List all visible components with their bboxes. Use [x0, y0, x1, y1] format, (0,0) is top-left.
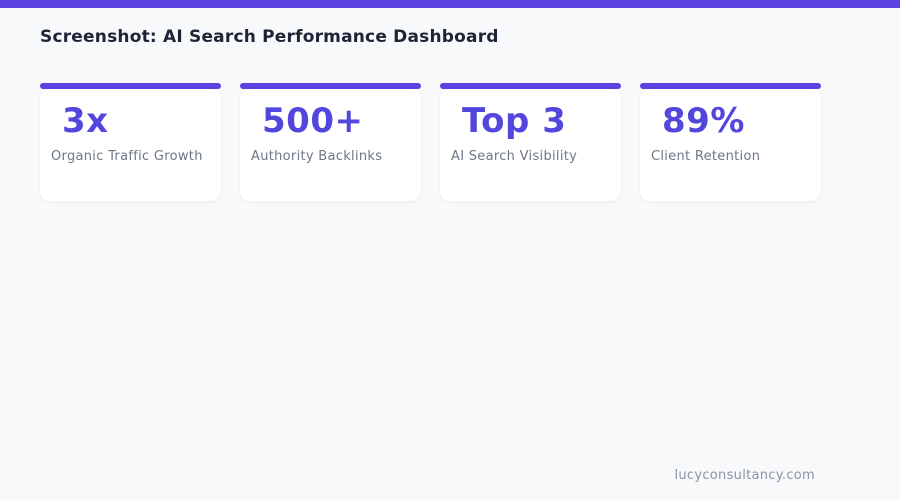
card-body: 3x Organic Traffic Growth — [40, 89, 221, 201]
stat-card-client-retention: 89% Client Retention — [640, 83, 821, 201]
stat-card-backlinks: 500+ Authority Backlinks — [240, 83, 421, 201]
stat-value: Top 3 — [462, 101, 567, 141]
top-accent-bar — [0, 0, 900, 8]
stats-card-row: 3x Organic Traffic Growth 500+ Authority… — [40, 83, 900, 201]
card-accent-bar — [440, 83, 621, 89]
footer-domain: lucyconsultancy.com — [674, 468, 815, 483]
stat-label: Client Retention — [651, 149, 761, 164]
stat-card-organic-traffic: 3x Organic Traffic Growth — [40, 83, 221, 201]
stat-label: Authority Backlinks — [251, 149, 383, 164]
card-body: 500+ Authority Backlinks — [240, 89, 421, 201]
page-title: Screenshot: AI Search Performance Dashbo… — [40, 27, 499, 47]
stat-label: AI Search Visibility — [451, 149, 578, 164]
card-body: Top 3 AI Search Visibility — [440, 89, 621, 201]
card-accent-bar — [640, 83, 821, 89]
stat-label: Organic Traffic Growth — [51, 149, 203, 164]
card-accent-bar — [240, 83, 421, 89]
stat-value: 500+ — [262, 101, 364, 141]
card-accent-bar — [40, 83, 221, 89]
stat-value: 3x — [62, 101, 109, 141]
stat-card-ai-visibility: Top 3 AI Search Visibility — [440, 83, 621, 201]
card-body: 89% Client Retention — [640, 89, 821, 201]
stat-value: 89% — [662, 101, 745, 141]
